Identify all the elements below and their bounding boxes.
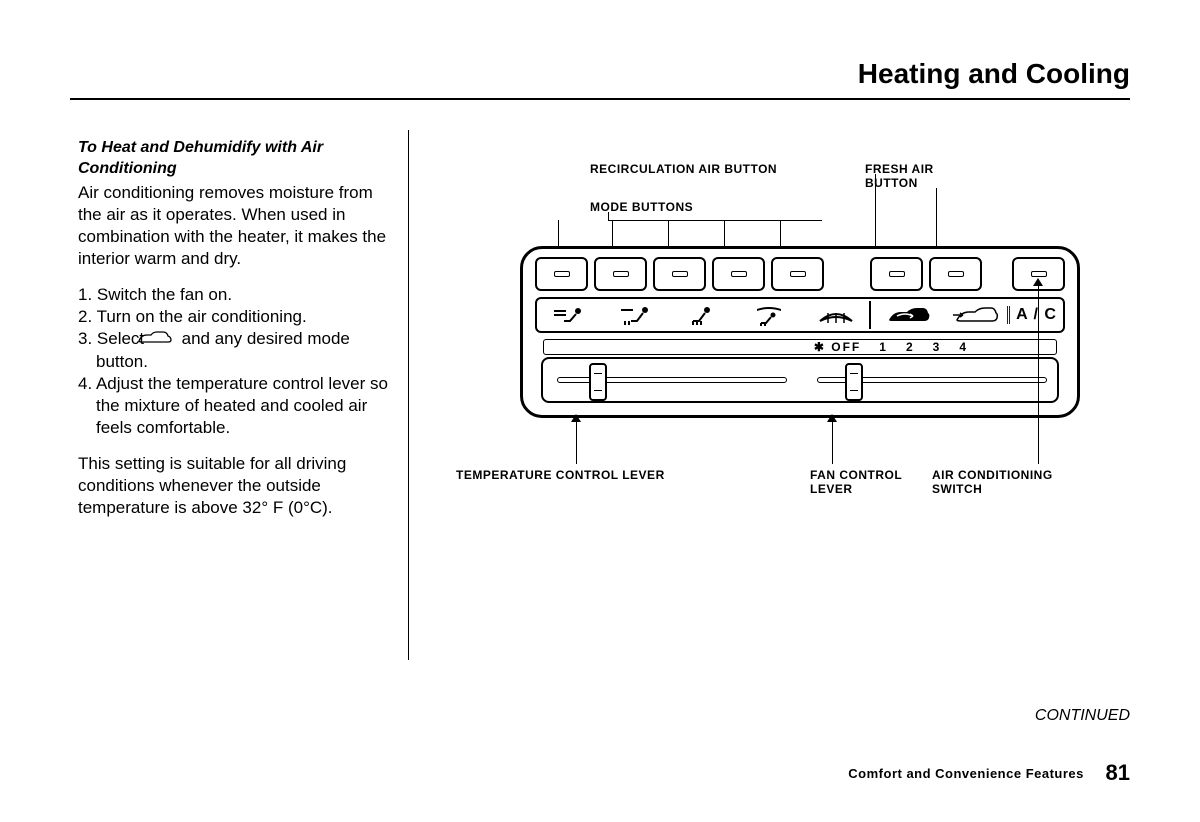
step-3: 3. Select and any desired mode button. bbox=[78, 328, 398, 373]
fresh-air-button bbox=[929, 257, 982, 291]
slider-track bbox=[541, 357, 1059, 403]
ac-label: A / C bbox=[1007, 306, 1063, 324]
mode-button bbox=[535, 257, 588, 291]
fan-1: 1 bbox=[879, 340, 888, 354]
mode-bilevel-icon bbox=[603, 303, 669, 327]
step-1: 1. Switch the fan on. bbox=[78, 284, 398, 306]
mode-button bbox=[594, 257, 647, 291]
arrow-icon bbox=[827, 414, 837, 422]
column-divider bbox=[408, 130, 409, 660]
title-rule bbox=[70, 98, 1130, 100]
fresh-air-icon bbox=[153, 329, 173, 351]
mode-face-icon bbox=[537, 303, 603, 327]
continued-label: CONTINUED bbox=[1035, 707, 1130, 725]
left-column: To Heat and Dehumidify with Air Conditio… bbox=[78, 138, 398, 533]
recirc-icon bbox=[871, 304, 943, 326]
temp-lever-knob bbox=[589, 363, 607, 401]
step-4: 4. Adjust the temperature control lever … bbox=[78, 373, 398, 439]
label-mode: MODE BUTTONS bbox=[590, 200, 693, 214]
fan-lever-knob bbox=[845, 363, 863, 401]
mode-floor-def-icon bbox=[736, 303, 802, 327]
label-fresh: FRESH AIR BUTTON bbox=[865, 162, 955, 191]
fan-scale: ✱ OFF 1 2 3 4 bbox=[543, 339, 1057, 355]
leader bbox=[576, 420, 577, 464]
mode-button bbox=[771, 257, 824, 291]
leader bbox=[832, 420, 833, 464]
fan-4: 4 bbox=[959, 340, 968, 354]
footer-section: Comfort and Convenience Features bbox=[848, 766, 1084, 781]
label-fan-lever: FAN CONTROL LEVER bbox=[810, 468, 920, 497]
label-ac-switch: AIR CONDITIONING SWITCH bbox=[932, 468, 1092, 497]
leader bbox=[1038, 284, 1039, 464]
arrow-icon bbox=[1033, 278, 1043, 286]
label-temp-lever: TEMPERATURE CONTROL LEVER bbox=[456, 468, 665, 482]
leader bbox=[608, 220, 822, 221]
fan-3: 3 bbox=[933, 340, 942, 354]
mode-icon-row: A / C bbox=[535, 297, 1065, 333]
button-row bbox=[535, 257, 1065, 291]
fan-2: 2 bbox=[906, 340, 915, 354]
recirc-button bbox=[870, 257, 923, 291]
page-footer: Comfort and Convenience Features 81 bbox=[848, 760, 1130, 786]
mode-button bbox=[712, 257, 765, 291]
subheading: To Heat and Dehumidify with Air Conditio… bbox=[78, 138, 398, 180]
closing-paragraph: This setting is suitable for all driving… bbox=[78, 453, 398, 519]
fan-off: ✱ OFF bbox=[814, 340, 861, 354]
arrow-icon bbox=[571, 414, 581, 422]
step-2: 2. Turn on the air conditioning. bbox=[78, 306, 398, 328]
steps-list: 1. Switch the fan on. 2. Turn on the air… bbox=[78, 284, 398, 439]
intro-paragraph: Air conditioning removes moisture from t… bbox=[78, 182, 398, 270]
leader bbox=[608, 212, 609, 220]
mode-floor-icon bbox=[670, 303, 736, 327]
page-title: Heating and Cooling bbox=[858, 58, 1130, 90]
hvac-panel: A / C ✱ OFF 1 2 3 4 bbox=[520, 246, 1080, 418]
page-number: 81 bbox=[1106, 760, 1130, 785]
fresh-icon bbox=[943, 304, 1007, 326]
mode-button bbox=[653, 257, 706, 291]
label-recirc: RECIRCULATION AIR BUTTON bbox=[590, 162, 777, 176]
mode-defrost-icon bbox=[803, 303, 869, 327]
